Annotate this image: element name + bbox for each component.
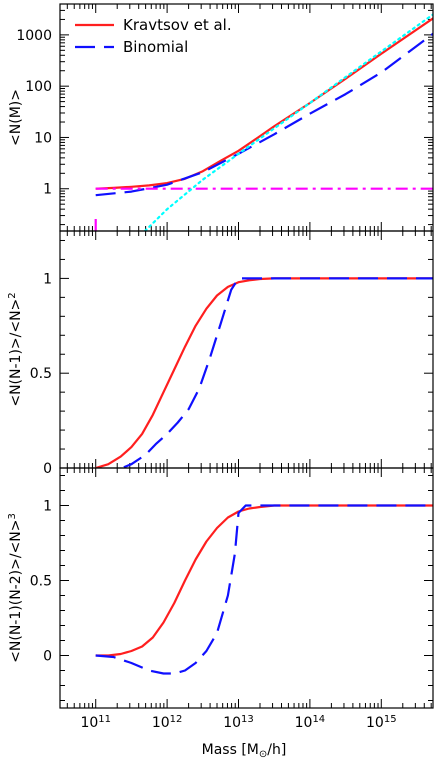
y-tick-label: 1 [43, 182, 52, 198]
x-tick-label: 1014 [295, 714, 326, 732]
y-tick-label: 0 [43, 649, 52, 665]
y-tick-label: 0.5 [30, 366, 52, 382]
y-axis-label: <N(N-1)>/<N>2 [7, 292, 25, 406]
x-tick-label-exponent: 14 [312, 714, 325, 725]
panel-1: 1 10 100 1000 <N(M)> [8, 3, 434, 232]
panel-frame [59, 467, 434, 709]
panel-2: 0 0.5 1 <N(N-1)>/<N>2 [7, 230, 434, 477]
x-tick-label-exponent: 11 [98, 714, 111, 725]
x-tick-label: 1012 [152, 714, 183, 732]
x-tick-label-exponent: 12 [170, 714, 183, 725]
legend: Kravtsov et al. Binomial [75, 16, 232, 56]
x-tick-label-base: 10 [80, 715, 98, 731]
series-line-1 [95, 277, 433, 468]
panel-frame [59, 3, 434, 232]
y-axis-label: <N(M)> [8, 89, 24, 146]
x-tick-label-base: 10 [223, 715, 241, 731]
x-tick-label-base: 10 [152, 715, 170, 731]
x-axis: 1011 1012 1013 1014 1015 [80, 714, 396, 732]
x-tick-label: 1015 [366, 714, 397, 732]
series-line-2 [95, 32, 433, 197]
x-axis-label-prefix: Mass [M [202, 742, 259, 758]
series-group [95, 277, 433, 468]
x-axis-label: Mass [M⊙/h] [202, 742, 287, 760]
y-axis-label: <N(N-1)(N-2)>/<N>3 [7, 513, 25, 663]
series-group [95, 504, 433, 675]
x-tick-label: 1011 [80, 714, 111, 732]
y-tick-label: 1 [43, 499, 52, 515]
y-tick-label: 10 [34, 130, 52, 146]
series-group [94, 13, 433, 231]
x-tick-label-exponent: 15 [384, 714, 397, 725]
y-tick-label: 1000 [16, 28, 52, 44]
x-axis-label-suffix: /h] [267, 742, 286, 758]
y-tick-label: 1 [43, 271, 52, 287]
legend-label-2: Binomial [123, 38, 188, 56]
y-axis-label-exponent: 3 [7, 513, 18, 519]
series-line-2 [95, 504, 433, 675]
legend-label-1: Kravtsov et al. [123, 16, 232, 34]
y-axis-label-exponent: 2 [7, 292, 18, 298]
x-axis-label-sun-symbol: ⊙ [259, 749, 267, 760]
series-line-2 [118, 277, 433, 468]
x-tick-label: 1013 [223, 714, 254, 732]
series-line-1 [95, 504, 433, 657]
x-tick-label-exponent: 13 [241, 714, 254, 725]
y-axis-label-text: <N(N-1)(N-2)>/<N> [8, 520, 24, 663]
panel-frame [59, 230, 434, 469]
series-line-5 [143, 13, 433, 231]
series-line-1 [95, 17, 433, 190]
y-tick-label: 100 [25, 79, 52, 95]
y-tick-label: 0 [43, 461, 52, 477]
panels: 1 10 100 1000 <N(M)> 0 0.5 1 <N(N-1)>/<N>2 0 0.5 1 <… [7, 3, 434, 709]
y-axis-label-text: <N(N-1)>/<N> [8, 299, 24, 407]
x-tick-label-base: 10 [295, 715, 313, 731]
panel-3: 0 0.5 1 <N(N-1)(N-2)>/<N>3 [7, 467, 434, 709]
x-tick-label-base: 10 [366, 715, 384, 731]
y-tick-label: 0.5 [30, 574, 52, 590]
